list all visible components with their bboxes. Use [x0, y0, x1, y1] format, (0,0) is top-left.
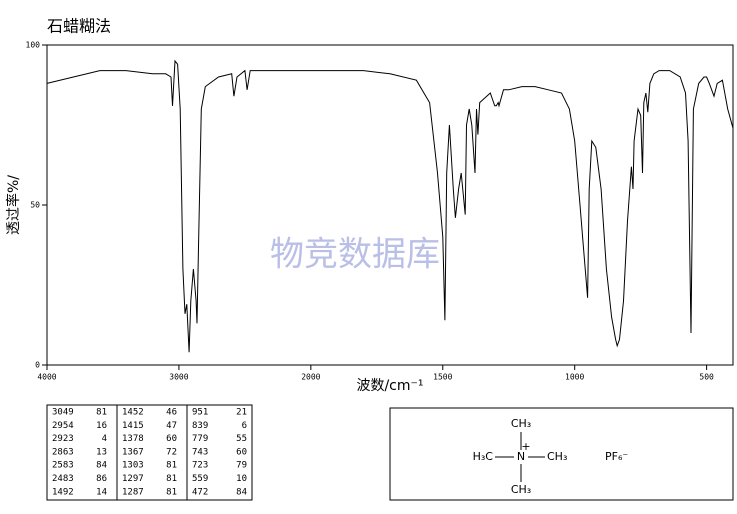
y-tick-label: 50 [30, 201, 40, 210]
y-axis-label: 透过率%/ [5, 175, 22, 235]
peak-transmittance: 14 [96, 487, 107, 497]
peak-wavenumber: 1367 [122, 447, 144, 457]
peak-wavenumber: 1287 [122, 487, 144, 497]
peak-wavenumber: 743 [192, 447, 208, 457]
peak-transmittance: 81 [166, 474, 177, 484]
peak-wavenumber: 2923 [52, 434, 74, 444]
peak-wavenumber: 951 [192, 408, 208, 418]
peak-table-frame [46, 404, 253, 501]
x-tick-label: 3000 [169, 373, 188, 382]
peak-transmittance: 81 [166, 461, 177, 471]
peak-transmittance: 4 [102, 434, 107, 444]
peak-transmittance: 81 [96, 408, 107, 418]
peak-wavenumber: 1378 [122, 434, 144, 444]
peak-transmittance: 16 [96, 421, 107, 431]
peak-wavenumber: 2954 [52, 421, 74, 431]
peak-transmittance: 6 [242, 421, 247, 431]
peak-wavenumber: 839 [192, 421, 208, 431]
x-axis-label: 波数/cm⁻¹ [356, 378, 423, 394]
peak-wavenumber: 1492 [52, 487, 74, 497]
peak-wavenumber: 723 [192, 461, 208, 471]
peak-transmittance: 55 [236, 434, 247, 444]
x-tick-label: 500 [699, 373, 714, 382]
structure-label: H₃C [473, 450, 494, 463]
peak-transmittance: 46 [166, 408, 177, 418]
peak-transmittance: 86 [96, 474, 107, 484]
peak-wavenumber: 1297 [122, 474, 144, 484]
peak-wavenumber: 559 [192, 474, 208, 484]
structure-label: PF₆⁻ [605, 450, 628, 463]
peak-transmittance: 72 [166, 447, 177, 457]
peak-wavenumber: 1415 [122, 421, 144, 431]
structure-label: N [517, 450, 525, 463]
peak-transmittance: 10 [236, 474, 247, 484]
peak-transmittance: 60 [166, 434, 177, 444]
peak-wavenumber: 779 [192, 434, 208, 444]
peak-transmittance: 21 [236, 408, 247, 418]
structure-label: CH₃ [511, 417, 531, 430]
structure-label: + [521, 440, 530, 453]
structure-label: CH₃ [547, 450, 567, 463]
peak-wavenumber: 2863 [52, 447, 74, 457]
watermark: 物竞数据库 [270, 235, 440, 275]
bonds [495, 432, 545, 482]
peak-transmittance: 81 [166, 487, 177, 497]
x-tick-label: 4000 [37, 373, 56, 382]
peak-wavenumber: 2483 [52, 474, 74, 484]
peak-wavenumber: 2583 [52, 461, 74, 471]
peak-transmittance: 84 [96, 461, 107, 471]
x-tick-label: 1500 [433, 373, 452, 382]
y-tick-label: 0 [35, 361, 40, 370]
peak-wavenumber: 3049 [52, 408, 74, 418]
x-tick-label: 1000 [565, 373, 584, 382]
y-tick-label: 100 [26, 41, 41, 50]
peak-transmittance: 79 [236, 461, 247, 471]
structure-frame [389, 407, 734, 501]
peak-transmittance: 60 [236, 447, 247, 457]
peak-wavenumber: 1303 [122, 461, 144, 471]
plot-frame [46, 44, 734, 366]
peak-wavenumber: 1452 [122, 408, 144, 418]
peak-transmittance: 13 [96, 447, 107, 457]
peak-wavenumber: 472 [192, 487, 208, 497]
x-tick-label: 2000 [301, 373, 320, 382]
peak-transmittance: 84 [236, 487, 247, 497]
structure-label: CH₃ [511, 483, 531, 496]
spectrum [46, 59, 734, 353]
chart-title: 石蜡糊法 [47, 17, 111, 36]
peak-transmittance: 47 [166, 421, 177, 431]
